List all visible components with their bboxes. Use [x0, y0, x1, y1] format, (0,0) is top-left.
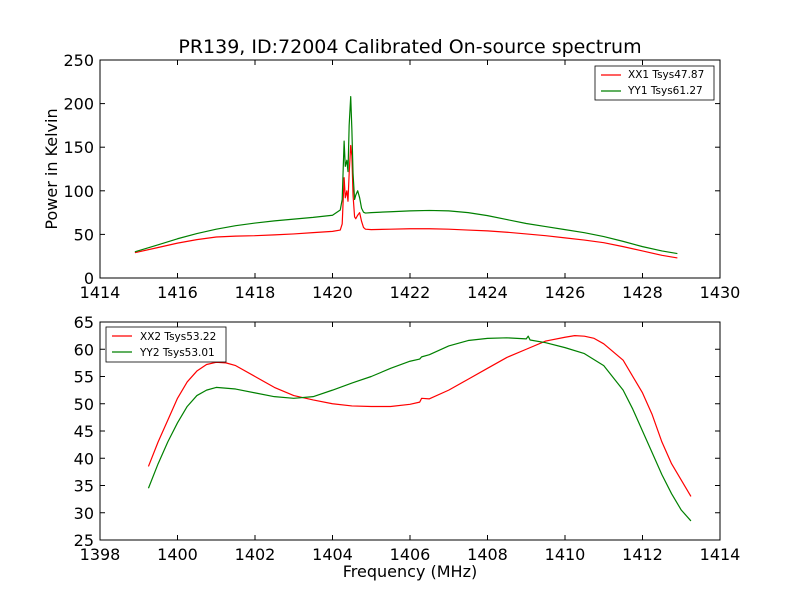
top-y-tick-label: 200: [63, 95, 94, 114]
top-y-tick-label: 100: [63, 182, 94, 201]
top-x-tick-label: 1426: [545, 283, 586, 302]
bottom-x-tick-label: 1402: [235, 545, 276, 564]
top-y-tick-label: 250: [63, 51, 94, 70]
bottom-y-tick-label: 65: [74, 313, 94, 332]
top-panel-lines: [134, 96, 678, 259]
bottom-x-tick-label: 1398: [80, 545, 121, 564]
bottom-panel-ticks: 1398 1400 1402 1404 1406 1408 1410 1412 1414 25 30…: [74, 313, 741, 564]
top-x-tick-label: 1422: [390, 283, 431, 302]
bottom-panel-frame: [99, 321, 721, 541]
top-x-tick-label: 1418: [235, 283, 276, 302]
top-legend-box: [594, 65, 715, 101]
bottom-y-tick-label: 25: [74, 531, 94, 550]
bottom-y-tick-label: 35: [74, 477, 94, 496]
bottom-legend-label-yy2: YY2 Tsys53.01: [139, 347, 215, 359]
bottom-panel-legend: XX2 Tsys53.22 YY2 Tsys53.01: [105, 326, 227, 363]
figure-title: PR139, ID:72004 Calibrated On-source spe…: [178, 36, 641, 58]
top-y-tick-label: 0: [84, 269, 94, 288]
bottom-x-tick-label: 1400: [157, 545, 198, 564]
bottom-y-tick-label: 50: [74, 395, 94, 414]
bottom-x-tick-label: 1404: [312, 545, 353, 564]
bottom-panel: 1398 1400 1402 1404 1406 1408 1410 1412 1414 25 30…: [74, 313, 741, 581]
top-series-line-1: [134, 96, 678, 255]
bottom-panel-lines: [147, 335, 692, 522]
bottom-x-tick-label: 1408: [467, 545, 508, 564]
top-x-tick-label: 1416: [157, 283, 198, 302]
bottom-y-tick-label: 40: [74, 449, 94, 468]
top-y-tick-label: 150: [63, 138, 94, 157]
bottom-x-tick-label: 1412: [622, 545, 663, 564]
top-panel-frame: [99, 59, 721, 279]
top-x-tick-label: 1420: [312, 283, 353, 302]
bottom-panel-xlabel: Frequency (MHz): [343, 562, 477, 581]
top-panel-legend: XX1 Tsys47.87 YY1 Tsys61.27: [594, 65, 715, 101]
top-x-tick-label: 1414: [80, 283, 121, 302]
top-panel-ylabel: Power in Kelvin: [42, 108, 61, 229]
bottom-y-tick-label: 30: [74, 504, 94, 523]
top-panel-ticks: 1414 1416 1418 1420 1422 1424 1426 1428 1430 0 50 1…: [63, 51, 740, 302]
bottom-legend-label-xx2: XX2 Tsys53.22: [140, 331, 216, 343]
bottom-series-line-1: [147, 335, 692, 522]
bottom-legend-box: [105, 326, 227, 363]
bottom-y-tick-label: 60: [74, 340, 94, 359]
top-x-tick-label: 1424: [467, 283, 508, 302]
top-legend-label-xx1: XX1 Tsys47.87: [628, 69, 704, 81]
bottom-x-tick-label: 1414: [700, 545, 741, 564]
bottom-x-tick-label: 1410: [545, 545, 586, 564]
top-y-tick-label: 50: [74, 225, 94, 244]
top-x-tick-label: 1428: [622, 283, 663, 302]
top-x-tick-label: 1430: [700, 283, 741, 302]
bottom-series-line-0: [147, 335, 692, 497]
top-series-line-0: [134, 144, 678, 259]
bottom-y-tick-label: 45: [74, 422, 94, 441]
top-panel: 1414 1416 1418 1420 1422 1424 1426 1428 1430 0 50 1…: [42, 51, 740, 302]
bottom-x-tick-label: 1406: [390, 545, 431, 564]
bottom-y-tick-label: 55: [74, 368, 94, 387]
top-legend-label-yy1: YY1 Tsys61.27: [627, 85, 703, 97]
